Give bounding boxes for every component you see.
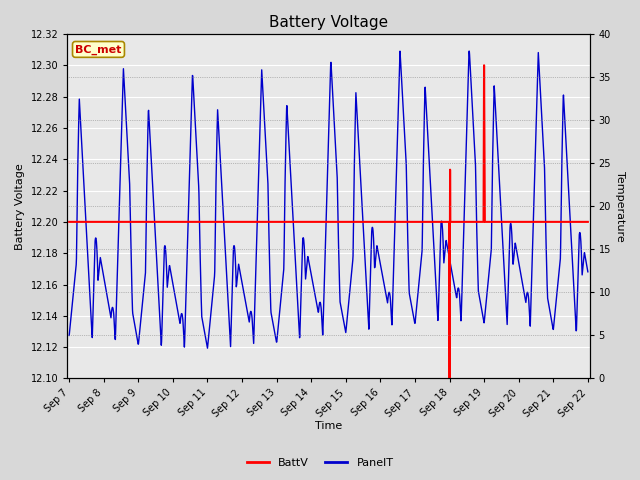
Y-axis label: Battery Voltage: Battery Voltage — [15, 163, 25, 250]
Legend: BattV, PanelT: BattV, PanelT — [242, 453, 398, 472]
Title: Battery Voltage: Battery Voltage — [269, 15, 388, 30]
Text: BC_met: BC_met — [76, 44, 122, 55]
Y-axis label: Temperature: Temperature — [615, 171, 625, 241]
X-axis label: Time: Time — [315, 421, 342, 432]
